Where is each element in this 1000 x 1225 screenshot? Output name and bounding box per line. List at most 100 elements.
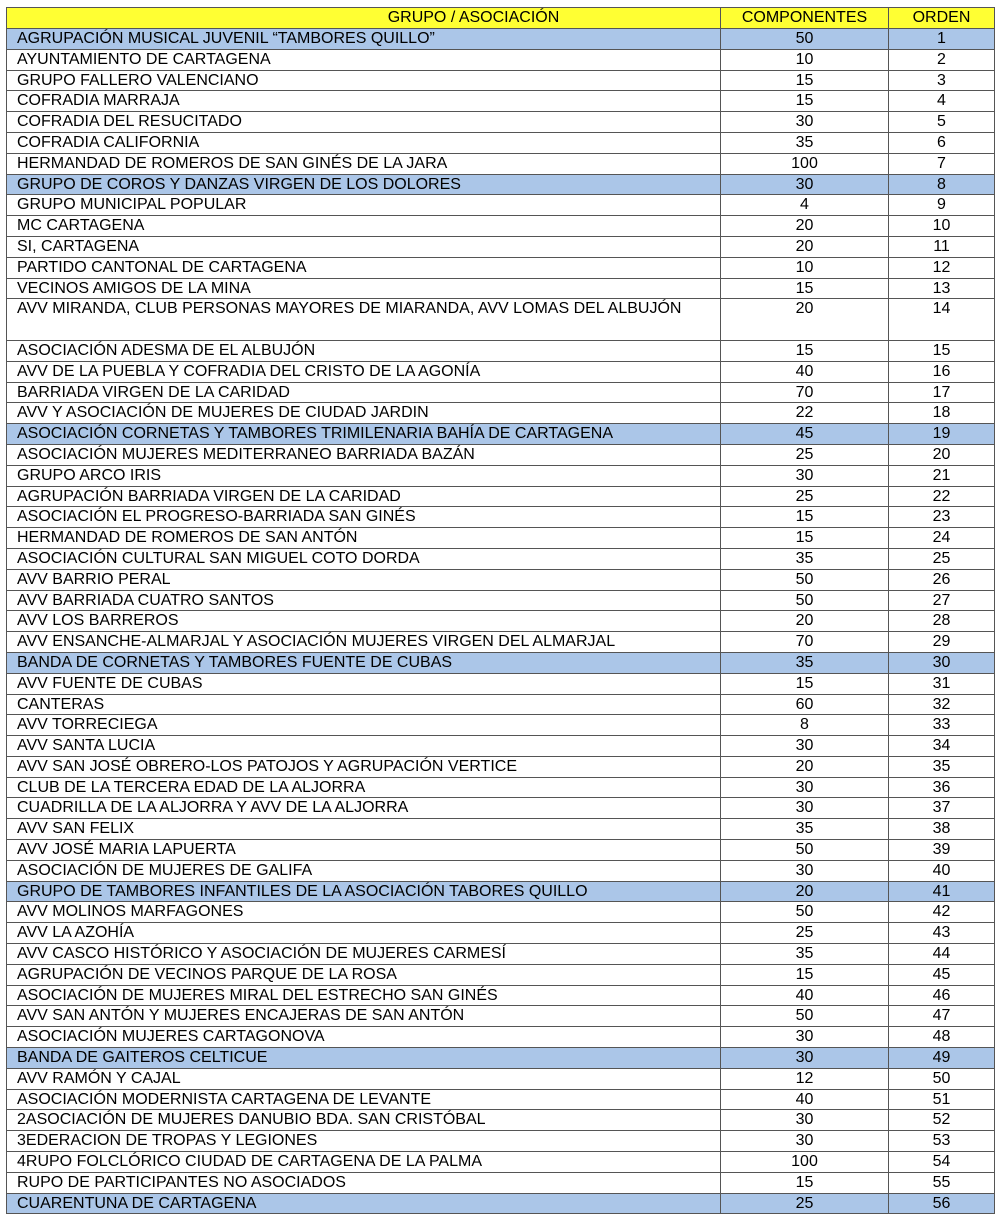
cell-group: ASOCIACIÓN CULTURAL SAN MIGUEL COTO DORD… [6, 547, 721, 570]
cell-group: GRUPO MUNICIPAL POPULAR [6, 194, 721, 217]
table-row: ASOCIACIÓN ADESMA DE EL ALBUJÓN 15 15 [6, 339, 995, 362]
cell-components: 50 [720, 589, 889, 612]
cell-order: 22 [888, 485, 995, 508]
cell-components: 15 [720, 90, 889, 113]
cell-order: 54 [888, 1151, 995, 1173]
table-row: AVV MIRANDA, CLUB PERSONAS MAYORES DE MI… [6, 298, 995, 341]
cell-components: 15 [720, 277, 889, 300]
cell-group: AVV RAMÓN Y CAJAL [6, 1067, 721, 1090]
cell-order: 7 [888, 152, 995, 175]
cell-order: 28 [888, 610, 995, 633]
cell-components: 10 [720, 256, 889, 279]
cell-components: 15 [720, 506, 889, 529]
cell-components: 100 [720, 152, 889, 175]
cell-order: 26 [888, 568, 995, 591]
cell-order: 10 [888, 215, 995, 237]
cell-order: 25 [888, 547, 995, 570]
cell-components: 30 [720, 111, 889, 133]
cell-components: 25 [720, 922, 889, 945]
cell-components: 15 [720, 963, 889, 986]
table-row: ASOCIACIÓN EL PROGRESO-BARRIADA SAN GINÉ… [6, 506, 995, 529]
cell-order: 21 [888, 464, 995, 487]
cell-order: 16 [888, 360, 995, 383]
table-row: ASOCIACIÓN CORNETAS Y TAMBORES TRIMILENA… [6, 423, 995, 445]
table-row: HERMANDAD DE ROMEROS DE SAN GINÉS DE LA … [6, 152, 995, 175]
cell-order: 38 [888, 818, 995, 841]
cell-components: 35 [720, 943, 889, 965]
table-row: SI, CARTAGENA 20 11 [6, 235, 995, 258]
cell-components: 25 [720, 443, 889, 466]
cell-group: COFRADIA MARRAJA [6, 90, 721, 113]
cell-order: 29 [888, 631, 995, 653]
cell-order: 36 [888, 776, 995, 799]
cell-group: AVV MIRANDA, CLUB PERSONAS MAYORES DE MI… [6, 298, 721, 341]
table-row: RUPO DE PARTICIPANTES NO ASOCIADOS 15 55 [6, 1171, 995, 1194]
cell-components: 30 [720, 173, 889, 196]
cell-components: 50 [720, 901, 889, 924]
cell-components: 12 [720, 1067, 889, 1090]
cell-order: 9 [888, 194, 995, 217]
cell-components: 35 [720, 651, 889, 674]
participants-table: GRUPO / ASOCIACIÓN COMPONENTES ORDEN AGR… [6, 7, 995, 1215]
cell-components: 20 [720, 298, 889, 341]
cell-order: 18 [888, 402, 995, 425]
table-row: AVV DE LA PUEBLA Y COFRADIA DEL CRISTO D… [6, 360, 995, 383]
cell-group: AVV MOLINOS MARFAGONES [6, 901, 721, 924]
table-row: COFRADIA CALIFORNIA 35 6 [6, 131, 995, 154]
table-row: AVV ENSANCHE-ALMARJAL Y ASOCIACIÓN MUJER… [6, 631, 995, 653]
cell-components: 15 [720, 1171, 889, 1194]
cell-components: 4 [720, 194, 889, 217]
cell-group: BANDA DE CORNETAS Y TAMBORES FUENTE DE C… [6, 651, 721, 674]
cell-components: 30 [720, 1047, 889, 1069]
header-group: GRUPO / ASOCIACIÓN [6, 7, 721, 29]
cell-order: 39 [888, 839, 995, 861]
cell-group: AVV BARRIO PERAL [6, 568, 721, 591]
cell-components: 45 [720, 423, 889, 445]
cell-order: 41 [888, 880, 995, 903]
cell-components: 25 [720, 485, 889, 508]
cell-order: 40 [888, 859, 995, 882]
cell-group: GRUPO DE TAMBORES INFANTILES DE LA ASOCI… [6, 880, 721, 903]
table-row: AVV MOLINOS MARFAGONES 50 42 [6, 901, 995, 924]
cell-components: 15 [720, 672, 889, 695]
table-row: BANDA DE CORNETAS Y TAMBORES FUENTE DE C… [6, 651, 995, 674]
table-row: CUADRILLA DE LA ALJORRA Y AVV DE LA ALJO… [6, 797, 995, 820]
cell-order: 30 [888, 651, 995, 674]
table-row: ASOCIACIÓN MUJERES CARTAGONOVA 30 48 [6, 1026, 995, 1049]
cell-group: AVV JOSÉ MARIA LAPUERTA [6, 839, 721, 861]
table-row: GRUPO ARCO IRIS 30 21 [6, 464, 995, 487]
table-row: GRUPO DE COROS Y DANZAS VIRGEN DE LOS DO… [6, 173, 995, 196]
cell-components: 30 [720, 1130, 889, 1153]
cell-group: RUPO DE PARTICIPANTES NO ASOCIADOS [6, 1171, 721, 1194]
table-row: VECINOS AMIGOS DE LA MINA 15 13 [6, 277, 995, 300]
cell-components: 30 [720, 859, 889, 882]
cell-group: ASOCIACIÓN MODERNISTA CARTAGENA DE LEVAN… [6, 1088, 721, 1111]
cell-components: 100 [720, 1151, 889, 1173]
cell-group: AYUNTAMIENTO DE CARTAGENA [6, 48, 721, 71]
cell-group: ASOCIACIÓN ADESMA DE EL ALBUJÓN [6, 339, 721, 362]
table-row: AVV SANTA LUCIA 30 34 [6, 735, 995, 757]
cell-order: 48 [888, 1026, 995, 1049]
cell-group: BARRIADA VIRGEN DE LA CARIDAD [6, 381, 721, 404]
cell-order: 14 [888, 298, 995, 341]
table-row: CUARENTUNA DE CARTAGENA 25 56 [6, 1192, 995, 1215]
table-row: AVV Y ASOCIACIÓN DE MUJERES DE CIUDAD JA… [6, 402, 995, 425]
cell-group: 3EDERACION DE TROPAS Y LEGIONES [6, 1130, 721, 1153]
cell-components: 20 [720, 755, 889, 778]
cell-components: 20 [720, 610, 889, 633]
cell-components: 20 [720, 215, 889, 237]
table-row: COFRADIA DEL RESUCITADO 30 5 [6, 111, 995, 133]
cell-components: 50 [720, 28, 889, 50]
cell-order: 42 [888, 901, 995, 924]
cell-order: 13 [888, 277, 995, 300]
table-row: AVV SAN ANTÓN Y MUJERES ENCAJERAS DE SAN… [6, 1005, 995, 1028]
table-row: GRUPO DE TAMBORES INFANTILES DE LA ASOCI… [6, 880, 995, 903]
cell-components: 60 [720, 693, 889, 716]
table-row: 3EDERACION DE TROPAS Y LEGIONES 30 53 [6, 1130, 995, 1153]
cell-group: ASOCIACIÓN CORNETAS Y TAMBORES TRIMILENA… [6, 423, 721, 445]
cell-components: 20 [720, 880, 889, 903]
cell-group: AVV TORRECIEGA [6, 714, 721, 737]
cell-order: 33 [888, 714, 995, 737]
table-row: AGRUPACIÓN DE VECINOS PARQUE DE LA ROSA 1… [6, 963, 995, 986]
table-row: PARTIDO CANTONAL DE CARTAGENA 10 12 [6, 256, 995, 279]
